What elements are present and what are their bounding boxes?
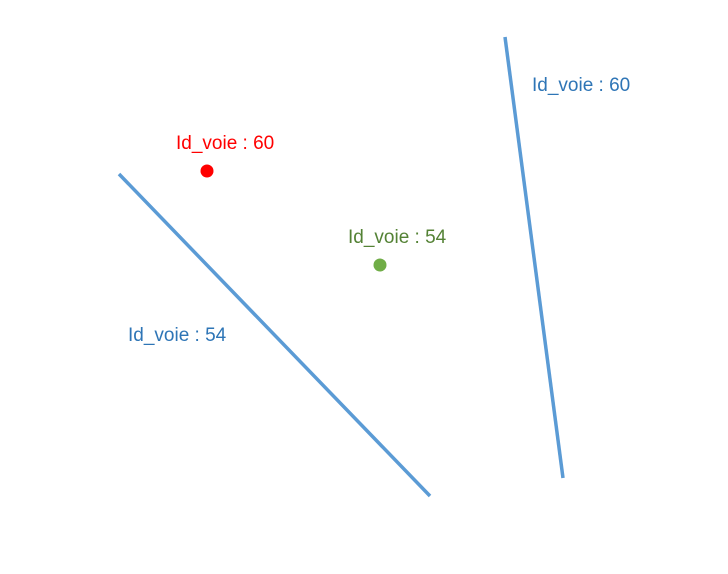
line-id-voie-60 bbox=[503, 36, 565, 479]
line-id-voie-54 bbox=[117, 172, 432, 498]
green-point-label: Id_voie : 54 bbox=[348, 227, 447, 248]
red-point-label: Id_voie : 60 bbox=[176, 133, 275, 154]
point-id-voie-54 bbox=[373, 258, 387, 272]
line-left-label: Id_voie : 54 bbox=[128, 325, 227, 346]
line-right-label: Id_voie : 60 bbox=[532, 75, 631, 96]
point-id-voie-60 bbox=[200, 164, 214, 178]
